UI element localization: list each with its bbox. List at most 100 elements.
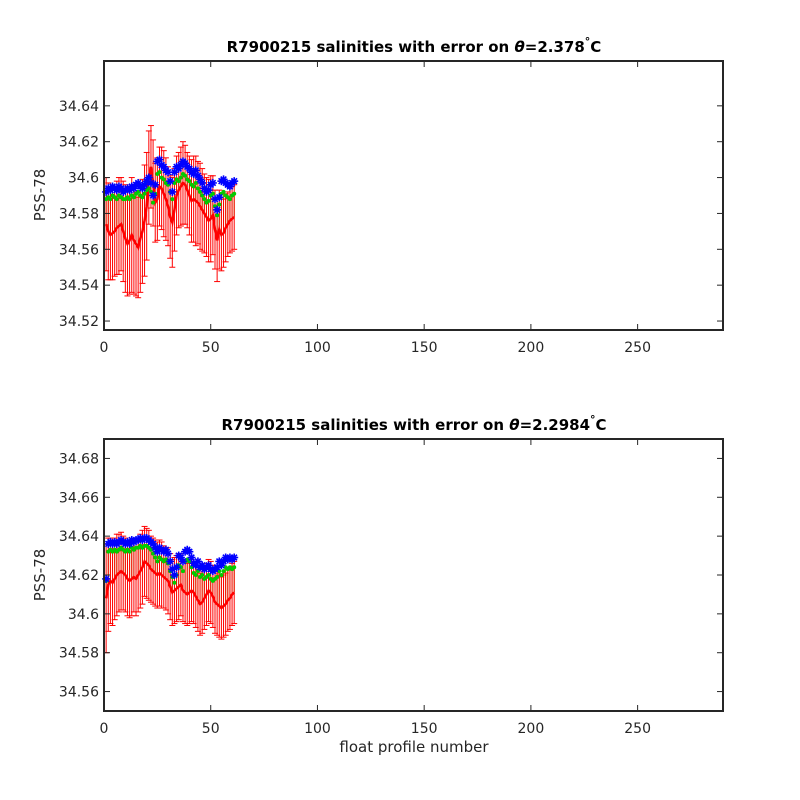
bottom-green-point: [155, 559, 160, 564]
top-chart: R7900215 salinities with error on θ=2.37…: [31, 35, 724, 356]
bottom-green-point: [217, 569, 222, 574]
bottom-green-point: [195, 569, 200, 574]
top-green-point: [131, 195, 136, 200]
bottom-ytick-label: 34.68: [59, 451, 99, 467]
bottom-xtick-label: 0: [100, 721, 109, 737]
bottom-ytick-label: 34.56: [59, 685, 99, 701]
top-blue-asterisk: [151, 180, 160, 189]
bottom-chart-ylabel: PSS-78: [31, 549, 49, 602]
degree-sign: °: [585, 35, 591, 48]
top-ytick-label: 34.58: [59, 206, 99, 222]
top-blue-asterisk: [230, 177, 239, 186]
bottom-xtick-label: 50: [202, 721, 220, 737]
top-blue-asterisk: [168, 187, 177, 196]
top-green-point: [191, 184, 196, 189]
bottom-ytick-label: 34.64: [59, 529, 99, 545]
top-xtick-label: 150: [411, 340, 438, 356]
bottom-xtick-label: 150: [411, 721, 438, 737]
top-green-point: [232, 191, 237, 196]
top-green-point: [146, 186, 151, 191]
bottom-green-point: [193, 573, 198, 577]
top-xtick-label: 250: [624, 340, 651, 356]
top-green-point: [108, 197, 113, 202]
top-green-point: [206, 198, 211, 203]
top-green-point: [136, 189, 141, 194]
top-green-point: [176, 179, 181, 184]
bottom-xtick-label: 100: [304, 721, 331, 737]
bottom-green-point: [163, 557, 168, 562]
top-ytick-label: 34.52: [59, 314, 99, 330]
top-green-point: [170, 197, 175, 202]
bottom-xtick-label: 200: [518, 721, 545, 737]
top-green-point: [148, 189, 153, 194]
top-blue-asterisk: [149, 191, 158, 200]
top-ytick-label: 34.64: [59, 99, 99, 115]
bottom-chart-axes-frame: [103, 438, 724, 712]
top-red-mean-line: [104, 166, 236, 251]
top-green-point: [127, 197, 132, 202]
top-green-point: [200, 193, 205, 198]
top-chart-ticks: 0 50 100 150 200 250 34.52 34.54 34.56 34.58 34.6 3…: [59, 61, 723, 356]
top-ytick-label: 34.54: [59, 278, 99, 294]
bottom-green-point: [200, 573, 205, 577]
top-ytick-label: 34.56: [59, 242, 99, 258]
bottom-green-point: [215, 574, 220, 579]
top-green-point: [215, 213, 220, 218]
bottom-blue-asterisk: [164, 549, 173, 558]
bottom-green-point: [148, 547, 153, 552]
top-blue-asterisk: [166, 177, 175, 186]
top-green-point: [210, 191, 215, 196]
bottom-green-point: [172, 580, 177, 585]
bottom-ytick-label: 34.62: [59, 568, 99, 584]
bottom-blue-asterisk: [193, 557, 202, 566]
top-green-point: [193, 180, 198, 185]
top-xtick-label: 50: [202, 340, 220, 356]
bottom-chart-ticks: 0 50 100 150 200 250 34.56 34.58 34.6 34.62 34.64 3…: [59, 439, 723, 737]
top-green-point: [114, 197, 119, 202]
top-blue-asterisk: [213, 205, 222, 214]
bottom-chart: R7900215 salinities with error on θ=2.29…: [31, 413, 724, 756]
top-green-point: [183, 173, 188, 178]
bottom-chart-title: R7900215 salinities with error on θ=2.29…: [221, 413, 606, 434]
bottom-green-point: [189, 565, 194, 570]
bottom-chart-xlabel: float profile number: [339, 738, 489, 756]
bottom-xtick-label: 250: [624, 721, 651, 737]
bottom-green-point: [219, 573, 224, 577]
bottom-green-point: [221, 569, 226, 574]
bottom-green-point: [232, 565, 237, 570]
bottom-green-point: [187, 559, 192, 564]
bottom-green-point: [180, 569, 185, 574]
top-green-point: [142, 191, 147, 196]
top-green-point: [157, 170, 162, 175]
top-ytick-label: 34.62: [59, 135, 99, 151]
bottom-green-point: [151, 551, 156, 556]
top-green-point: [195, 186, 200, 191]
top-ytick-label: 34.6: [68, 171, 99, 187]
top-green-point: [161, 177, 166, 182]
bottom-blue-asterisk: [172, 563, 181, 572]
top-green-point: [140, 195, 145, 200]
top-green-point: [166, 182, 171, 187]
top-blue-asterisk: [208, 178, 217, 187]
top-green-point: [198, 189, 203, 194]
bottom-green-point: [153, 555, 158, 560]
bottom-blue-asterisk: [166, 557, 175, 566]
top-green-point: [227, 197, 232, 202]
degree-sign: °: [590, 413, 596, 426]
bottom-green-point: [206, 573, 211, 577]
top-green-point: [221, 189, 226, 194]
top-xtick-label: 200: [518, 340, 545, 356]
top-chart-axes-frame: [103, 60, 724, 331]
top-chart-title: R7900215 salinities with error on θ=2.37…: [227, 35, 602, 56]
bottom-blue-asterisk: [230, 553, 239, 562]
top-blue-asterisk: [215, 193, 224, 202]
bottom-blue-asterisk: [170, 571, 179, 579]
bottom-ytick-label: 34.6: [68, 607, 99, 623]
bottom-chart-marks: [102, 525, 239, 654]
top-blue-asterisk: [138, 184, 147, 193]
top-green-point: [187, 179, 192, 184]
bottom-red-mean-line: [104, 559, 236, 610]
top-green-point: [178, 175, 183, 180]
